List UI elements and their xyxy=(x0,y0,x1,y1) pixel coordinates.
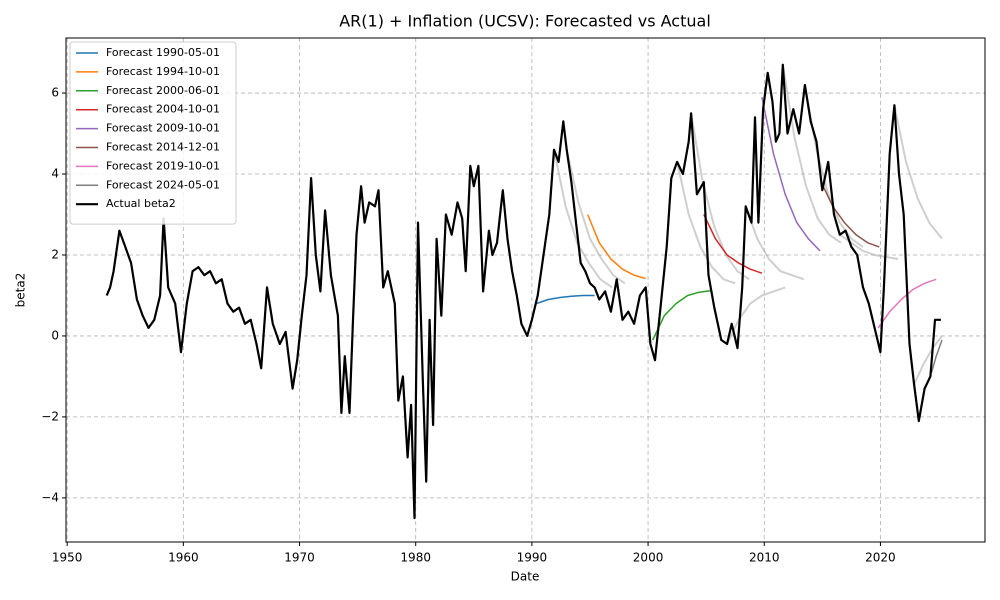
fan-line xyxy=(893,104,943,240)
legend-label: Forecast 1990-05-01 xyxy=(106,46,220,59)
fan-line xyxy=(565,149,626,285)
plot-frame xyxy=(65,37,986,543)
y-tick-label: −4 xyxy=(41,490,59,504)
x-tick-label: 2020 xyxy=(865,551,896,565)
legend-label: Actual beta2 xyxy=(106,197,176,210)
fan-line xyxy=(744,206,805,281)
y-axis-label: beta2 xyxy=(14,273,28,308)
legend-label: Forecast 2004-10-01 xyxy=(106,103,220,116)
x-axis-label: Date xyxy=(511,570,540,584)
series-line xyxy=(820,181,880,248)
series-line xyxy=(930,339,943,373)
legend-label: Forecast 1994-10-01 xyxy=(106,65,220,78)
fan-line xyxy=(726,286,786,345)
fan-line xyxy=(676,161,736,285)
fan-line xyxy=(913,335,943,385)
legend: Forecast 1990-05-01 Forecast 1994-10-01 Fo… xyxy=(69,41,237,225)
series-line xyxy=(536,294,595,305)
legend-label: Forecast 2014-12-01 xyxy=(106,141,220,154)
y-tick-label: 2 xyxy=(51,247,59,261)
fan-line xyxy=(553,149,613,289)
x-tick-label: 2010 xyxy=(749,551,780,565)
series-line xyxy=(652,289,711,341)
series-line xyxy=(703,214,763,274)
x-tick-label: 1960 xyxy=(168,551,199,565)
series-line xyxy=(761,96,821,252)
fan-line xyxy=(690,113,750,281)
x-tick-label: 1980 xyxy=(400,551,431,565)
x-tick-label: 2000 xyxy=(633,551,664,565)
y-tick-label: 6 xyxy=(51,86,59,100)
x-tick-label: 1970 xyxy=(284,551,315,565)
x-tick-label: 1950 xyxy=(52,551,83,565)
series-line xyxy=(105,63,941,520)
series-line xyxy=(587,214,646,280)
fan-line xyxy=(781,64,842,244)
x-tick-label: 1990 xyxy=(517,551,548,565)
chart-title: AR(1) + Inflation (UCSV): Forecasted vs … xyxy=(339,12,711,31)
legend-label: Forecast 2024-05-01 xyxy=(106,178,220,191)
y-tick-label: 0 xyxy=(51,328,59,342)
y-tick-label: −2 xyxy=(41,409,59,423)
legend-label: Forecast 2009-10-01 xyxy=(106,122,220,135)
legend-box xyxy=(69,41,237,225)
y-tick-label: 4 xyxy=(51,167,59,181)
legend-label: Forecast 2000-06-01 xyxy=(106,84,220,97)
legend-label: Forecast 2019-10-01 xyxy=(106,159,220,172)
